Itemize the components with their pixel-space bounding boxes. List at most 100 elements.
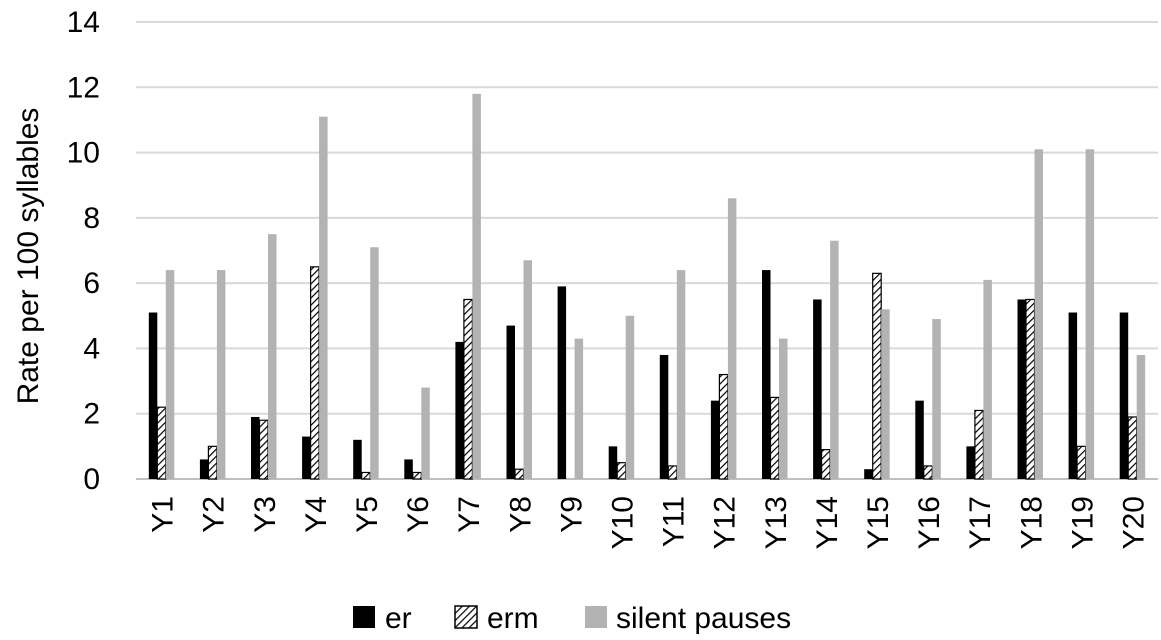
gridlines	[136, 21, 1158, 480]
bar-er	[148, 312, 158, 479]
legend: er erm silent pauses	[353, 602, 791, 635]
x-tick-label: Y9	[555, 496, 588, 533]
bar-silent-pauses	[268, 234, 277, 479]
x-tick-label: Y13	[760, 496, 793, 549]
bar-er	[966, 446, 975, 479]
bar-erm	[974, 409, 985, 480]
bar-silent-pauses	[574, 338, 584, 479]
bar-erm	[718, 373, 729, 480]
y-axis-ticks: 0 2 4 6 8 10 12 14	[67, 6, 100, 496]
bar-erm	[820, 449, 831, 480]
bar-erm	[1127, 416, 1138, 480]
x-axis-ticks: Y1 Y2 Y3 Y4 Y5 Y6 Y7 Y8 Y9 Y10 Y11 Y12 Y13 Y14 Y15 Y16 Y…	[147, 496, 1151, 549]
legend-label: erm	[487, 602, 539, 635]
bar-er	[762, 270, 771, 479]
bar-erm	[1076, 445, 1087, 480]
legend-label: silent pauses	[616, 602, 791, 635]
bar-erm	[156, 406, 167, 480]
legend-swatch-silent-pauses	[585, 606, 607, 628]
y-tick-label: 8	[83, 202, 100, 235]
y-tick-label: 6	[83, 267, 100, 300]
bar-er	[864, 469, 873, 479]
x-tick-label: Y4	[300, 496, 333, 533]
x-tick-label: Y3	[249, 496, 282, 533]
bar-silent-pauses	[370, 247, 379, 479]
x-tick-label: Y6	[402, 496, 435, 533]
bar-er	[1017, 299, 1026, 479]
bar-er	[659, 354, 669, 479]
bar-er	[251, 416, 260, 479]
bar-silent-pauses	[779, 338, 788, 479]
bar-er	[557, 286, 567, 479]
y-tick-label: 10	[67, 137, 100, 170]
y-tick-label: 14	[67, 6, 100, 39]
x-tick-label: Y15	[862, 496, 895, 549]
x-tick-label: Y20	[1117, 496, 1150, 549]
bar-er	[455, 341, 464, 479]
x-tick-label: Y17	[964, 496, 997, 549]
bar-erm	[769, 396, 780, 480]
y-tick-label: 2	[83, 398, 100, 431]
bar-silent-pauses	[676, 270, 686, 479]
bar-silent-pauses	[216, 270, 226, 479]
bar-silent-pauses	[1034, 149, 1043, 480]
bar-erm	[923, 465, 933, 480]
legend-label: er	[385, 602, 412, 635]
bar-erm	[207, 445, 218, 480]
bar-er	[1119, 312, 1129, 479]
bar-erm	[258, 419, 269, 480]
y-axis-title: Rate per 100 syllables	[12, 108, 45, 405]
x-tick-label: Y5	[351, 496, 384, 533]
bar-silent-pauses	[1136, 354, 1146, 479]
x-tick-label: Y1	[147, 496, 180, 533]
bar-erm	[872, 272, 882, 480]
x-tick-label: Y12	[709, 496, 742, 549]
bar-silent-pauses	[625, 315, 635, 479]
bar-erm	[1025, 298, 1036, 480]
y-tick-label: 0	[83, 463, 100, 496]
bar-silent-pauses	[421, 387, 430, 479]
bar-erm	[463, 298, 473, 480]
bar-erm	[514, 468, 525, 480]
bar-er	[506, 325, 515, 479]
bar-er	[608, 446, 618, 479]
bar-er	[710, 400, 720, 479]
bar-er	[404, 459, 413, 479]
bar-erm	[412, 471, 422, 480]
y-tick-label: 12	[67, 71, 100, 104]
bar-silent-pauses	[1085, 149, 1095, 480]
bar-silent-pauses	[830, 240, 839, 479]
bar-silent-pauses	[319, 116, 328, 480]
bar-silent-pauses	[727, 198, 737, 479]
bar-silent-pauses	[983, 279, 992, 479]
bars	[148, 93, 1146, 480]
y-tick-label: 4	[83, 332, 100, 365]
bar-er	[302, 436, 311, 479]
bar-er	[199, 459, 209, 479]
bar-silent-pauses	[472, 93, 481, 480]
bar-er	[353, 439, 362, 479]
x-tick-label: Y19	[1066, 496, 1099, 549]
x-tick-label: Y8	[504, 496, 537, 533]
x-tick-label: Y10	[606, 496, 639, 549]
x-tick-label: Y11	[658, 496, 691, 547]
x-tick-label: Y18	[1015, 496, 1048, 549]
bar-silent-pauses	[523, 260, 532, 479]
x-tick-label: Y16	[913, 496, 946, 549]
bar-er	[915, 400, 924, 479]
bar-silent-pauses	[932, 319, 941, 479]
bar-erm	[667, 465, 678, 480]
bar-erm	[616, 462, 627, 480]
bar-silent-pauses	[881, 309, 890, 479]
x-tick-label: Y2	[198, 496, 231, 533]
legend-swatch-erm	[454, 605, 478, 629]
bar-erm	[310, 266, 320, 480]
bar-er	[1068, 312, 1078, 479]
bar-silent-pauses	[165, 270, 175, 479]
x-tick-label: Y14	[811, 496, 844, 549]
bar-erm	[361, 471, 371, 480]
bar-er	[813, 299, 822, 479]
legend-swatch-er	[353, 606, 375, 628]
x-tick-label: Y7	[453, 496, 486, 533]
